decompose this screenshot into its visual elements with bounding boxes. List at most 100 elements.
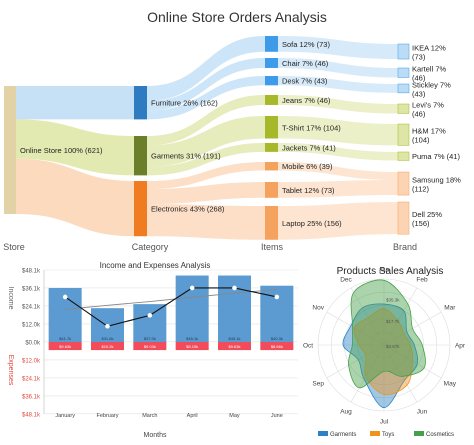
node-brand-4 (397, 123, 410, 146)
label-item-5: Jackets 7% (41) (282, 143, 336, 152)
node-root (4, 86, 16, 214)
legend-swatch-garments (318, 431, 328, 436)
node-item-1 (265, 58, 278, 68)
expense-bar (260, 342, 294, 351)
link-root-furniture (16, 86, 134, 120)
node-brand-3 (397, 103, 410, 114)
link-item-3 (147, 95, 265, 146)
column-label-store: Store (3, 242, 25, 252)
label-brand-7: Dell 25% (156) (412, 210, 442, 228)
x-axis-label: Months (144, 432, 167, 439)
line-point (62, 294, 68, 300)
legend-swatch-cosmetics (414, 431, 424, 436)
node-brand-0 (397, 43, 410, 60)
radar-axis-label: Oct (303, 343, 313, 350)
radar-axis-label: Jun (417, 408, 428, 415)
label-brand-6: Samsung 18% (112) (412, 176, 461, 194)
link-root-garments (16, 119, 134, 176)
radar-axis-label: May (444, 381, 457, 388)
radar-spoke (350, 344, 385, 403)
expense-data-label: $8.66k (271, 344, 283, 349)
node-item-8 (265, 206, 278, 240)
label-electronics: Electronics 43% (268) (151, 205, 225, 214)
radar-title: Products Sales Analysis (337, 266, 444, 277)
sankey-chart: Online Store Orders Analysis Online Stor… (3, 9, 461, 252)
radar-axis-label: Dec (340, 277, 352, 284)
label-brand-5: Puma 7% (41) (412, 152, 460, 161)
radar-axis-label: Jan (379, 267, 390, 274)
link-brand-1-1 (278, 58, 398, 78)
income-data-label: $41.7k (59, 336, 71, 341)
radar-series (342, 279, 426, 409)
x-tick-label: January (55, 413, 75, 419)
expense-bar (48, 342, 82, 351)
income-data-label: $45.1k (186, 336, 198, 341)
node-item-0 (265, 36, 278, 52)
link-item-1 (147, 58, 265, 111)
label-item-4: T-Shirt 17% (104) (282, 123, 341, 132)
x-tick-label: March (142, 413, 157, 419)
radar-axis-label: Apr (455, 343, 466, 350)
label-item-0: Sofa 12% (73) (282, 40, 330, 49)
radar-area-garments (342, 303, 419, 409)
income-data-label: $45.1k (228, 336, 240, 341)
link-item-6 (147, 162, 265, 190)
x-tick-label: May (229, 413, 240, 419)
radar-spoke (326, 344, 385, 379)
column-label-items: Items (261, 242, 284, 252)
radar-axis-label: Jul (380, 419, 389, 426)
node-brand-1 (397, 67, 410, 78)
label-brand-0: IKEA 12% (73) (412, 44, 446, 62)
income-tick-label: $48.1k (22, 269, 41, 275)
link-brand-6-7 (278, 180, 398, 198)
label-item-7: Tablet 12% (73) (282, 186, 335, 195)
income-bar (175, 275, 209, 342)
radar-spoke (383, 287, 418, 346)
x-tick-label: February (96, 413, 118, 419)
expense-bar (217, 342, 252, 351)
link-brand-5-5 (278, 143, 398, 161)
link-item-4 (147, 116, 265, 167)
label-brand-1: Kartell 7% (46) (412, 65, 447, 83)
x-tick-label: April (187, 413, 198, 419)
label-brand-2: Stickley 7% (43) (412, 80, 451, 98)
node-garments (134, 136, 147, 176)
radar-spoke (383, 344, 418, 403)
radar-center-label: $3.87k (386, 344, 400, 349)
radar-ring-label: $17.7k (386, 319, 400, 324)
node-brand-5 (397, 151, 410, 161)
radar-axis-label: Nov (312, 305, 324, 312)
link-brand-0-0 (278, 36, 398, 60)
radar-spoke (326, 311, 385, 346)
radar-spoke (350, 287, 385, 346)
expense-bar (133, 342, 167, 351)
sankey-labels: Online Store 100% (621) Furniture 26% (16… (20, 40, 461, 228)
expense-data-label: $8.19k (186, 344, 198, 349)
line-point (189, 285, 195, 291)
link-brand-3-3 (278, 95, 398, 114)
label-garments: Garments 31% (191) (151, 152, 221, 161)
radar-axis-label: Aug (340, 408, 352, 415)
expenses-axis-label: Expenses (7, 355, 14, 386)
radar-area-cosmetics (347, 279, 426, 389)
expense-bar (90, 342, 125, 351)
label-item-3: Jeans 7% (46) (282, 96, 331, 105)
radar-ring-label: $35.3k (386, 297, 400, 302)
income-tick-label: $12.0k (22, 322, 41, 328)
expenses-tick-label: $36.1k (22, 394, 41, 400)
bar-grid: $48.1k $36.1k $24.1k $12.0k $0.0k $12.0k $24.1… (22, 269, 298, 418)
sankey-links (16, 36, 398, 240)
node-item-7 (265, 182, 278, 198)
link-item-0 (147, 36, 265, 102)
legend-swatch-toys (370, 431, 380, 436)
link-brand-4-4 (278, 116, 398, 146)
legend-label-garments: Garments (330, 432, 356, 438)
node-item-2 (265, 76, 278, 86)
link-root-electronics (16, 158, 134, 237)
income-tick-label: $0.0k (25, 340, 41, 346)
node-brand-2 (397, 83, 410, 94)
income-axis-label: Income (7, 287, 14, 310)
label-item-8: Laptop 25% (156) (282, 219, 342, 228)
bar-marks: $41.7k $9.63k January $31.6k $10.2k February $… (48, 275, 294, 419)
